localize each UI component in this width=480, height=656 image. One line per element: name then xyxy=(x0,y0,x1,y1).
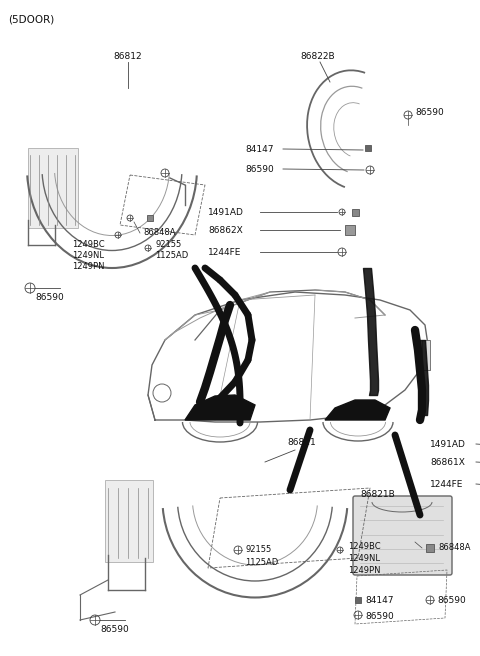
Text: 84147: 84147 xyxy=(245,145,274,154)
Text: 86811: 86811 xyxy=(287,438,316,447)
Text: (5DOOR): (5DOOR) xyxy=(8,14,54,24)
Text: 1125AD: 1125AD xyxy=(155,251,188,260)
Text: 86862X: 86862X xyxy=(208,226,243,235)
Text: 1491AD: 1491AD xyxy=(430,440,466,449)
Bar xyxy=(422,340,430,370)
Bar xyxy=(355,597,361,603)
Text: 86590: 86590 xyxy=(100,625,129,634)
Text: 86590: 86590 xyxy=(35,293,64,302)
Text: 86848A: 86848A xyxy=(438,543,470,552)
Text: 86861X: 86861X xyxy=(430,458,465,467)
Bar xyxy=(365,145,371,151)
Text: 1249NL: 1249NL xyxy=(348,554,380,563)
Text: 84147: 84147 xyxy=(365,596,394,605)
Text: 1249PN: 1249PN xyxy=(348,566,381,575)
Bar xyxy=(351,209,359,216)
Text: 92155: 92155 xyxy=(245,545,271,554)
Text: 1491AD: 1491AD xyxy=(208,208,244,217)
Text: 86812: 86812 xyxy=(114,52,142,61)
Text: 1125AD: 1125AD xyxy=(245,558,278,567)
Bar xyxy=(345,225,355,235)
FancyBboxPatch shape xyxy=(353,496,452,575)
Text: 1244FE: 1244FE xyxy=(430,480,463,489)
Text: 86590: 86590 xyxy=(415,108,444,117)
Bar xyxy=(28,148,78,228)
Text: 92155: 92155 xyxy=(155,240,181,249)
Text: 86821B: 86821B xyxy=(360,490,395,499)
Bar xyxy=(147,215,153,221)
Text: 1249BC: 1249BC xyxy=(348,542,381,551)
Text: 86848A: 86848A xyxy=(143,228,176,237)
Text: 1244FE: 1244FE xyxy=(208,248,241,257)
Text: 86590: 86590 xyxy=(245,165,274,174)
Text: 86822B: 86822B xyxy=(300,52,335,61)
Polygon shape xyxy=(325,400,390,420)
Text: 86590: 86590 xyxy=(365,612,394,621)
Polygon shape xyxy=(185,395,255,420)
Bar xyxy=(426,544,434,552)
Bar xyxy=(105,480,153,562)
Text: 1249NL: 1249NL xyxy=(72,251,104,260)
Text: 1249PN: 1249PN xyxy=(72,262,105,271)
Text: 86590: 86590 xyxy=(437,596,466,605)
Text: 1249BC: 1249BC xyxy=(72,240,105,249)
